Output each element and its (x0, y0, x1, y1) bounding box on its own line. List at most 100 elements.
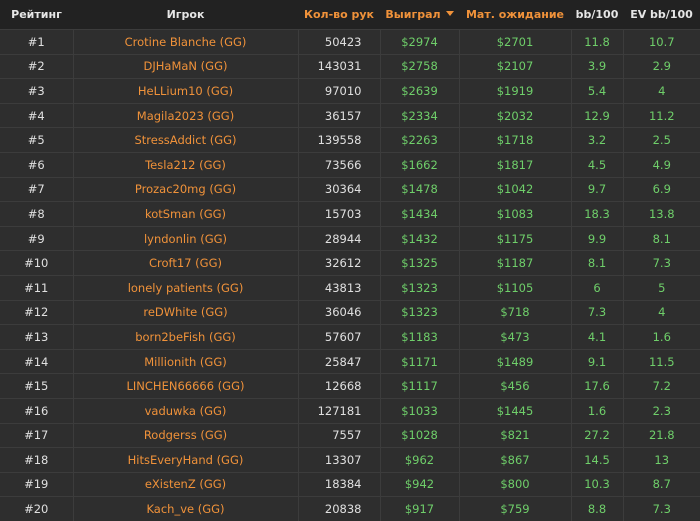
rank-cell: #15 (0, 373, 73, 399)
player-link[interactable]: Magila2023 (GG) (72, 102, 298, 128)
ev-bb100-cell: 2.3 (622, 397, 700, 423)
won-cell: $2639 (379, 78, 459, 104)
hands-cell: 50423 (297, 29, 380, 55)
rank-cell: #8 (0, 201, 73, 227)
ev-bb100-cell: 4 (622, 299, 700, 325)
hands-cell: 36157 (297, 102, 380, 128)
rank-cell: #11 (0, 274, 73, 301)
rank-cell: #20 (0, 496, 73, 521)
player-link[interactable]: Croft17 (GG) (72, 250, 298, 276)
ev-cell: $473 (458, 324, 571, 350)
won-cell: $1325 (379, 250, 459, 276)
header-ev-bb100: EV bb/100 (623, 0, 700, 30)
ev-bb100-cell: 2.9 (622, 53, 700, 79)
hands-cell: 25847 (297, 348, 380, 374)
player-link[interactable]: born2beFish (GG) (72, 324, 298, 350)
ev-cell: $1175 (458, 225, 571, 251)
hands-cell: 15703 (297, 201, 380, 227)
player-link[interactable]: Kach_ve (GG) (72, 496, 298, 521)
rank-cell: #19 (0, 471, 73, 497)
ev-bb100-cell: 2.5 (622, 127, 700, 153)
player-link[interactable]: Millionith (GG) (72, 348, 298, 374)
table-row: #1 Crotine Blanche (GG) 50423 $2974 $2701 11.… (0, 29, 700, 55)
player-link[interactable]: HeLLium10 (GG) (72, 78, 298, 104)
table-row: #12 reDWhite (GG) 36046 $1323 $718 7.3 4 (0, 299, 700, 325)
won-cell: $1183 (379, 324, 459, 350)
ev-cell: $800 (458, 471, 571, 497)
table-row: #8 kotSman (GG) 15703 $1434 $1083 18.3 13.8 (0, 201, 700, 227)
rank-cell: #6 (0, 151, 73, 178)
won-cell: $1434 (379, 201, 459, 227)
player-link[interactable]: Tesla212 (GG) (72, 151, 298, 178)
bb100-cell: 27.2 (570, 422, 623, 448)
player-link[interactable]: StressAddict (GG) (72, 127, 298, 153)
header-ev[interactable]: Мат. ожидание (459, 0, 571, 30)
table-row: #20 Kach_ve (GG) 20838 $917 $759 8.8 7.3 (0, 496, 700, 521)
hands-cell: 97010 (297, 78, 380, 104)
table-row: #9 lyndonlin (GG) 28944 $1432 $1175 9.9 8.1 (0, 225, 700, 251)
player-link[interactable]: kotSman (GG) (72, 201, 298, 227)
bb100-cell: 8.1 (570, 250, 623, 276)
bb100-cell: 9.9 (570, 225, 623, 251)
player-link[interactable]: Prozac20mg (GG) (72, 176, 298, 202)
player-link[interactable]: Rodgerss (GG) (72, 422, 298, 448)
table-row: #5 StressAddict (GG) 139558 $2263 $1718 3.2 2.… (0, 127, 700, 153)
bb100-cell: 3.9 (570, 53, 623, 79)
won-cell: $1478 (379, 176, 459, 202)
won-cell: $2334 (379, 102, 459, 128)
table-row: #14 Millionith (GG) 25847 $1171 $1489 9.1 11.5 (0, 348, 700, 374)
ev-cell: $1042 (458, 176, 571, 202)
header-won-sorted-desc[interactable]: Выиграл (380, 0, 459, 30)
table-row: #13 born2beFish (GG) 57607 $1183 $473 4.1 1.6 (0, 324, 700, 350)
player-link[interactable]: eXistenZ (GG) (72, 471, 298, 497)
header-player: Игрок (73, 0, 298, 30)
hands-cell: 57607 (297, 324, 380, 350)
ev-bb100-cell: 13 (622, 447, 700, 473)
ev-bb100-cell: 4.9 (622, 151, 700, 178)
player-link[interactable]: lonely patients (GG) (72, 274, 298, 301)
won-cell: $1033 (379, 397, 459, 423)
bb100-cell: 9.1 (570, 348, 623, 374)
won-cell: $2974 (379, 29, 459, 55)
header-hands[interactable]: Кол-во рук (298, 0, 380, 30)
ev-cell: $1919 (458, 78, 571, 104)
bb100-cell: 10.3 (570, 471, 623, 497)
table-row: #7 Prozac20mg (GG) 30364 $1478 $1042 9.7 6.9 (0, 176, 700, 202)
bb100-cell: 5.4 (570, 78, 623, 104)
won-cell: $1432 (379, 225, 459, 251)
won-cell: $1662 (379, 151, 459, 178)
ev-cell: $1083 (458, 201, 571, 227)
rank-cell: #17 (0, 422, 73, 448)
ev-cell: $456 (458, 373, 571, 399)
ev-bb100-cell: 7.2 (622, 373, 700, 399)
ev-cell: $1817 (458, 151, 571, 178)
bb100-cell: 1.6 (570, 397, 623, 423)
bb100-cell: 6 (570, 274, 623, 301)
player-link[interactable]: Crotine Blanche (GG) (72, 29, 298, 55)
table-row: #6 Tesla212 (GG) 73566 $1662 $1817 4.5 4.9 (0, 151, 700, 178)
table-row: #15 LINCHEN66666 (GG) 12668 $1117 $456 17.6 7.… (0, 373, 700, 399)
ev-bb100-cell: 8.1 (622, 225, 700, 251)
bb100-cell: 3.2 (570, 127, 623, 153)
bb100-cell: 4.5 (570, 151, 623, 178)
player-link[interactable]: vaduwka (GG) (72, 397, 298, 423)
bb100-cell: 7.3 (570, 299, 623, 325)
ev-bb100-cell: 7.3 (622, 250, 700, 276)
hands-cell: 36046 (297, 299, 380, 325)
player-link[interactable]: LINCHEN66666 (GG) (72, 373, 298, 399)
bb100-cell: 4.1 (570, 324, 623, 350)
rank-cell: #3 (0, 78, 73, 104)
player-link[interactable]: reDWhite (GG) (72, 299, 298, 325)
player-link[interactable]: lyndonlin (GG) (72, 225, 298, 251)
hands-cell: 127181 (297, 397, 380, 423)
player-link[interactable]: HitsEveryHand (GG) (72, 447, 298, 473)
ev-bb100-cell: 10.7 (622, 29, 700, 55)
player-link[interactable]: DJHaMaN (GG) (72, 53, 298, 79)
won-cell: $962 (379, 447, 459, 473)
hands-cell: 43813 (297, 274, 380, 301)
rank-cell: #5 (0, 127, 73, 153)
header-won-label: Выиграл (385, 8, 441, 21)
ev-bb100-cell: 7.3 (622, 496, 700, 521)
header-row: Рейтинг Игрок Кол-во рук Выиграл Мат. ож… (0, 0, 700, 30)
